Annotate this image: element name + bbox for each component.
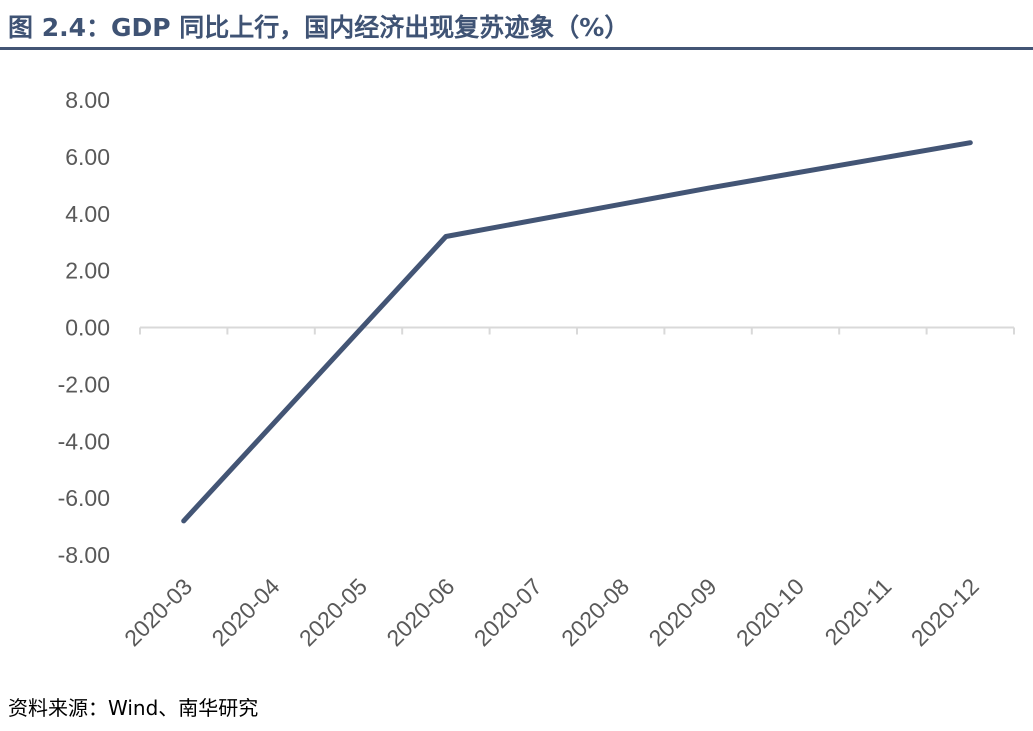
x-tick-label: 2020-12: [906, 573, 984, 651]
series-layer: [181, 140, 973, 524]
title-divider: [0, 47, 1033, 50]
series-line: [181, 140, 973, 524]
x-tick-label: 2020-08: [556, 573, 634, 651]
x-tick-label: 2020-03: [119, 573, 197, 651]
y-tick-label: -6.00: [58, 485, 110, 511]
x-tick-label: 2020-11: [820, 573, 897, 650]
chart-title: 图 2.4：GDP 同比上行，国内经济出现复苏迹象（%）: [8, 13, 630, 42]
y-tick-label: -8.00: [58, 542, 110, 568]
x-tick-label: 2020-10: [731, 573, 809, 651]
y-tick-label: -4.00: [58, 428, 110, 454]
source-note: 资料来源：Wind、南华研究: [8, 696, 259, 720]
x-tick-label: 2020-06: [381, 573, 459, 651]
y-axis-tick-labels: 8.00 6.00 4.00 2.00 0.00 -2.00 -4.00 -6.00 -8.00: [58, 87, 110, 568]
y-tick-label: 0.00: [65, 315, 110, 341]
y-tick-label: 2.00: [65, 258, 110, 284]
x-tick-label: 2020-04: [207, 573, 285, 651]
x-tick-label: 2020-09: [644, 573, 722, 651]
x-tick-label: 2020-05: [294, 573, 372, 651]
y-tick-label: 4.00: [65, 201, 110, 227]
y-tick-label: 6.00: [65, 144, 110, 170]
x-tick-label: 2020-07: [469, 573, 547, 651]
x-axis-tick-labels: 2020-03 2020-04 2020-05 2020-06 2020-07 2020-…: [119, 573, 984, 651]
y-tick-label: -2.00: [58, 371, 110, 397]
x-axis: [139, 326, 1015, 335]
y-tick-label: 8.00: [65, 87, 110, 113]
